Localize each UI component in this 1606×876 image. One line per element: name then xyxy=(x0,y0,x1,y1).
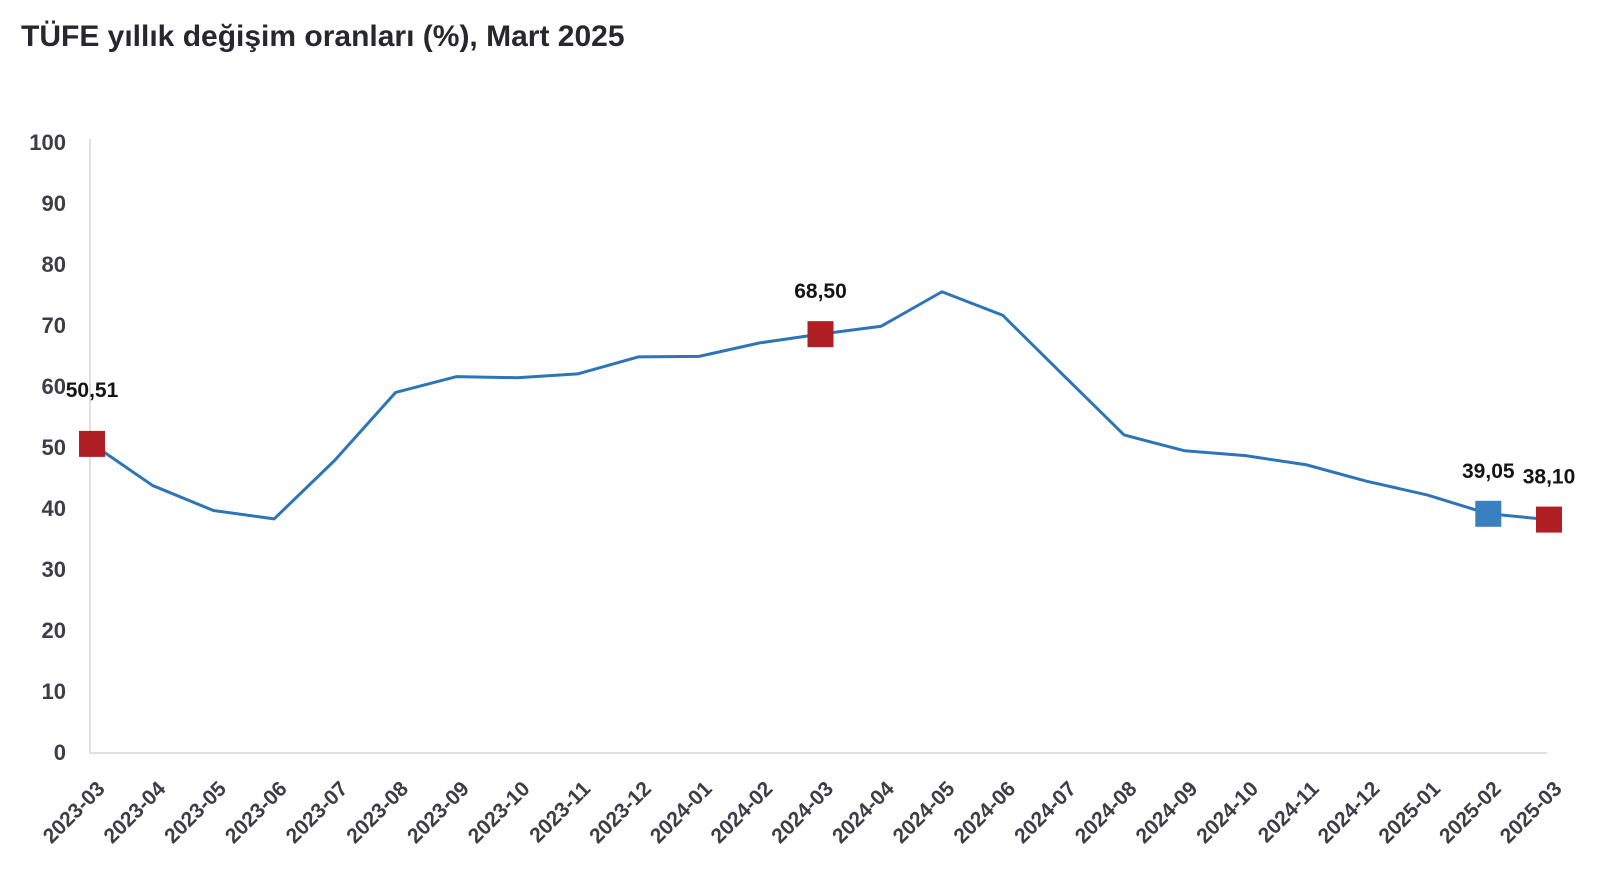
x-tick-label: 2025-01 xyxy=(1374,777,1445,848)
data-point-marker xyxy=(807,321,834,348)
x-tick-label: 2024-07 xyxy=(1010,777,1081,848)
y-tick-label: 40 xyxy=(42,496,66,521)
x-tick-label: 2023-07 xyxy=(282,777,353,848)
data-point-label: 38,10 xyxy=(1523,466,1576,489)
x-tick-label: 2024-08 xyxy=(1071,777,1142,848)
x-tick-label: 2024-06 xyxy=(949,777,1020,848)
x-tick-label: 2023-08 xyxy=(342,777,413,848)
data-point-label: 39,05 xyxy=(1462,460,1515,483)
x-tick-label: 2024-12 xyxy=(1314,777,1385,848)
x-tick-label: 2024-02 xyxy=(707,777,778,848)
x-tick-label: 2023-03 xyxy=(39,777,110,848)
x-tick-label: 2025-02 xyxy=(1435,777,1506,848)
data-point-label: 50,51 xyxy=(66,379,119,402)
y-tick-label: 50 xyxy=(42,435,66,460)
x-tick-label: 2023-05 xyxy=(160,777,231,848)
y-tick-label: 20 xyxy=(42,618,66,643)
chart-title: TÜFE yıllık değişim oranları (%), Mart 2… xyxy=(21,20,625,53)
y-tick-label: 100 xyxy=(29,130,66,155)
x-tick-label: 2023-11 xyxy=(525,777,595,847)
y-tick-label: 70 xyxy=(42,313,66,338)
x-tick-label: 2024-11 xyxy=(1254,777,1324,847)
x-tick-label: 2023-04 xyxy=(99,777,170,848)
y-tick-label: 90 xyxy=(42,191,66,216)
data-point-marker xyxy=(1475,500,1502,527)
y-tick-label: 10 xyxy=(42,679,66,704)
x-tick-label: 2023-10 xyxy=(464,777,535,848)
x-tick-label: 2024-05 xyxy=(889,777,960,848)
y-tick-label: 30 xyxy=(42,557,66,582)
x-tick-label: 2024-01 xyxy=(646,777,717,848)
y-tick-label: 80 xyxy=(42,252,66,277)
data-point-marker xyxy=(1536,506,1562,533)
x-tick-label: 2024-04 xyxy=(828,777,899,848)
data-point-label: 68,50 xyxy=(794,280,847,303)
x-tick-label: 2023-06 xyxy=(221,777,292,848)
x-tick-label: 2024-03 xyxy=(767,777,838,848)
x-tick-label: 2023-09 xyxy=(403,777,474,848)
y-tick-label: 60 xyxy=(42,374,66,399)
x-tick-label: 2024-09 xyxy=(1132,777,1203,848)
x-tick-label: 2023-12 xyxy=(585,777,656,848)
x-tick-label: 2025-03 xyxy=(1496,777,1567,848)
x-tick-label: 2024-10 xyxy=(1192,777,1263,848)
data-point-marker xyxy=(79,430,105,457)
y-tick-label: 0 xyxy=(54,740,66,765)
